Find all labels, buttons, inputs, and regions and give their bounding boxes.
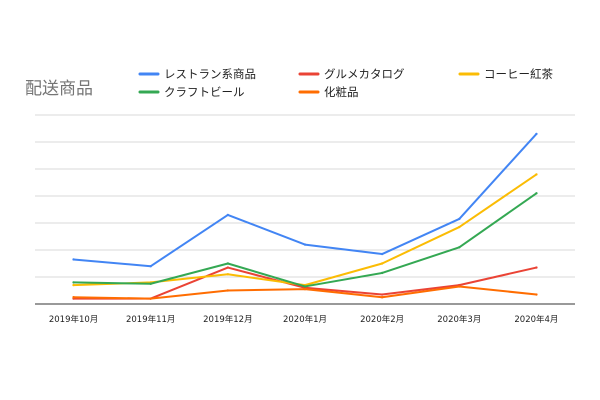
data-point [535, 293, 538, 296]
data-point [535, 266, 538, 269]
series-group [72, 132, 538, 268]
x-tick-label: 2020年4月 [514, 314, 558, 325]
legend-label: クラフトビール [164, 85, 245, 99]
series-lines [72, 132, 538, 300]
legend-label: コーヒー紅茶 [484, 67, 553, 81]
data-point [226, 289, 230, 292]
legend-item: コーヒー紅茶 [458, 67, 553, 81]
x-tick-label: 2020年1月 [283, 314, 327, 325]
series-group [72, 192, 538, 288]
gridlines [35, 114, 575, 278]
data-point [226, 213, 230, 217]
data-point [149, 265, 152, 268]
legend-item: グルメカタログ [298, 67, 405, 81]
series-line [72, 192, 538, 288]
legend-item: 化粧品 [298, 85, 359, 99]
x-tick-label: 2020年2月 [360, 314, 404, 325]
x-tick-label: 2019年10月 [49, 314, 98, 325]
data-point [72, 296, 75, 299]
x-axis-tick-labels: 2019年10月 2019年11月 2019年12月 2020年1月 2020年2月 20… [49, 314, 559, 325]
chart-title: 配送商品 [25, 79, 93, 99]
data-point [72, 283, 75, 287]
data-point [380, 271, 384, 275]
series-group [72, 285, 538, 300]
data-point [458, 225, 461, 229]
data-point [380, 252, 384, 256]
data-point [226, 266, 230, 269]
data-point [380, 296, 384, 299]
data-point [149, 282, 152, 285]
legend-item: クラフトビール [138, 85, 245, 99]
data-point [458, 285, 461, 288]
x-tick-label: 2019年11月 [126, 314, 175, 325]
x-tick-label: 2020年3月 [437, 314, 481, 325]
legend-label: グルメカタログ [324, 67, 405, 81]
data-point [303, 287, 307, 291]
x-tick-label: 2019年12月 [203, 314, 252, 325]
series-line [72, 173, 538, 287]
data-point [458, 246, 461, 249]
series-line [72, 132, 538, 268]
data-point [226, 262, 230, 265]
data-point [380, 293, 384, 296]
data-point [380, 262, 384, 265]
data-point [149, 297, 152, 300]
legend-item: レストラン系商品 [138, 67, 256, 81]
data-point [535, 132, 538, 136]
data-point [303, 285, 307, 288]
series-group [72, 173, 538, 287]
data-point [72, 258, 75, 261]
data-point [226, 273, 230, 276]
legend-label: レストラン系商品 [164, 67, 256, 81]
data-point [535, 192, 538, 195]
data-point [458, 217, 461, 221]
data-point [303, 243, 307, 246]
legend-label: 化粧品 [324, 85, 359, 99]
data-point [535, 173, 538, 176]
data-point [72, 281, 75, 284]
